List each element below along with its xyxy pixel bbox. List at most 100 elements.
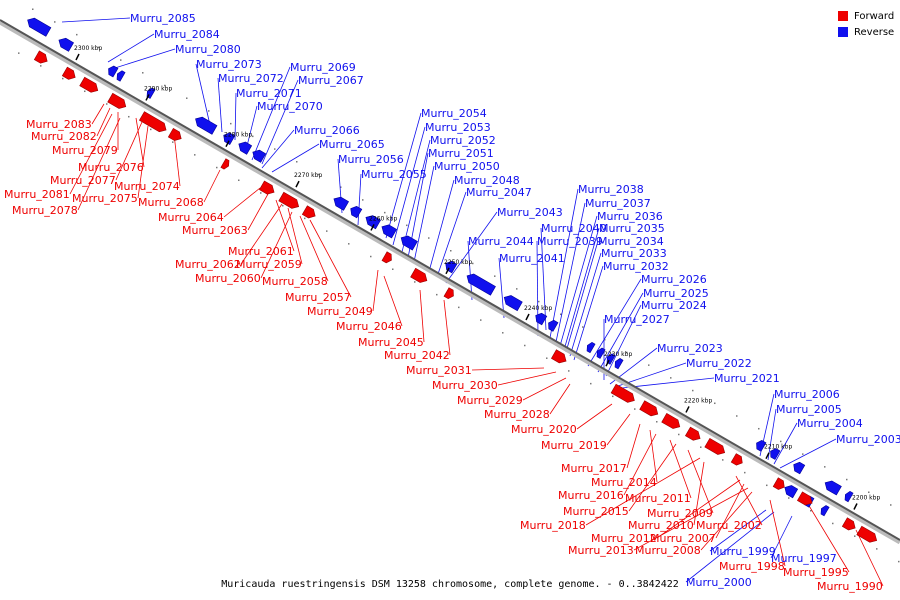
reverse-gene-label: Murru_2037 — [585, 197, 651, 210]
dot — [208, 110, 210, 112]
scale-ticks: 2300 kbp 2290 kbp 2280 kbp 2270 kbp 2260 kbp… — [74, 45, 880, 510]
reverse-gene-label: Murru_2080 — [175, 43, 241, 56]
reverse-gene-leader — [401, 139, 431, 253]
dot — [788, 497, 790, 499]
legend-forward: Forward — [838, 8, 894, 24]
reverse-gene-leader — [621, 377, 715, 389]
dot — [678, 433, 680, 436]
gene-arrow — [116, 70, 126, 82]
dot — [348, 243, 350, 245]
forward-gene-label: Murru_2012 — [591, 532, 657, 545]
tick-label: 2300 kbp — [74, 45, 102, 52]
forward-gene-label: Murru_2068 — [138, 196, 204, 209]
map-caption: Muricauda ruestringensis DSM 13258 chrom… — [221, 579, 679, 590]
dot — [516, 288, 518, 290]
forward-gene-label: Murru_2029 — [457, 394, 523, 407]
dot — [384, 211, 386, 214]
forward-gene-leader — [137, 125, 149, 199]
forward-gene-leader — [287, 207, 303, 265]
reverse-gene-label: Murru_1999 — [710, 545, 776, 558]
reverse-gene-label: Murru_2052 — [430, 134, 496, 147]
dot — [318, 173, 320, 176]
forward-gene-label: Murru_2076 — [78, 161, 144, 174]
forward-gene-label: Murru_2007 — [650, 532, 716, 545]
legend: Forward Reverse — [838, 8, 894, 40]
reverse-gene-label: Murru_2006 — [774, 388, 840, 401]
gene-arrow — [466, 273, 496, 296]
reverse-gene-label: Murru_2004 — [797, 417, 863, 430]
reverse-gene-label: Murru_2033 — [601, 247, 667, 260]
forward-gene-leader — [693, 461, 705, 526]
minor-tick-dots — [18, 8, 900, 563]
reverse-gene-leader — [597, 292, 644, 373]
gene-arrow — [33, 50, 48, 64]
forward-gene-leader — [855, 529, 884, 587]
reverse-gene-label: Murru_2085 — [130, 12, 196, 25]
legend-reverse-label: Reverse — [854, 26, 895, 38]
dot — [854, 535, 856, 537]
dot — [458, 306, 460, 309]
forward-gene-leader — [769, 499, 786, 567]
tick-mark — [685, 406, 690, 413]
gene-arrow — [793, 461, 806, 475]
reverse-gene-label: Murru_2036 — [597, 210, 663, 223]
forward-gene-leader — [223, 187, 261, 218]
forward-gene-label: Murru_2014 — [591, 476, 657, 489]
reverse-gene-leader — [429, 179, 455, 269]
reverse-gene-label: Murru_2044 — [468, 235, 534, 248]
forward-gene-leader — [576, 403, 613, 430]
gene-arrow — [844, 490, 854, 503]
dot — [172, 141, 174, 143]
reverse-gene-leader — [445, 211, 498, 284]
forward-gene-label: Murru_2015 — [563, 505, 629, 518]
dot — [296, 161, 298, 163]
reverse-gene-label: Murru_2041 — [499, 252, 565, 265]
dot — [802, 453, 804, 455]
dot — [32, 8, 34, 10]
tick-mark — [605, 359, 610, 367]
dot — [282, 204, 284, 207]
tick-mark — [525, 313, 530, 321]
forward-gene-leader — [522, 377, 567, 401]
reverse-gene-leader — [392, 126, 426, 246]
forward-gene-label: Murru_1998 — [719, 560, 785, 573]
gene-arrow — [223, 132, 236, 146]
forward-gene-label: Murru_2045 — [358, 336, 424, 349]
dot — [150, 128, 152, 131]
forward-gene-label: Murru_2064 — [158, 211, 224, 224]
reverse-gene-leader — [555, 202, 586, 343]
gene-arrow — [27, 17, 52, 37]
forward-gene-leader — [471, 367, 545, 371]
dot — [18, 52, 20, 54]
reverse-gene-label: Murru_2066 — [294, 124, 360, 137]
reverse-gene-leader — [498, 257, 505, 319]
gene-arrow — [684, 426, 701, 441]
forward-gene-leader — [497, 371, 557, 386]
reverse-gene-leader — [261, 79, 299, 165]
forward-gene-label: Murru_2019 — [541, 439, 607, 452]
reverse-gene-label: Murru_2054 — [421, 107, 487, 120]
dot — [480, 319, 482, 321]
reverse-gene-label: Murru_2034 — [598, 235, 664, 248]
dot — [766, 484, 768, 487]
forward-gene-label: Murru_2042 — [384, 349, 450, 362]
label-leader-lines — [61, 17, 884, 587]
tick-mark — [853, 503, 858, 510]
tick-label: 2210 kbp — [764, 444, 792, 451]
reverse-gene-label: Murru_2024 — [641, 299, 707, 312]
dot — [524, 344, 526, 347]
gene-arrow — [252, 149, 267, 163]
tick-label: 2230 kbp — [604, 351, 632, 358]
forward-gene-label: Murru_2081 — [4, 188, 70, 201]
gene-arrow — [661, 412, 681, 429]
dot — [238, 179, 240, 182]
dot — [164, 84, 166, 87]
chromosome-axis-shadow — [0, 19, 900, 545]
reverse-gene-leader — [357, 173, 362, 226]
reverse-gene-label: Murru_2022 — [686, 357, 752, 370]
dot — [824, 466, 826, 468]
gene-arrow — [596, 347, 606, 359]
gene-arrow — [841, 517, 856, 531]
forward-gene-label: Murru_2059 — [236, 258, 302, 271]
